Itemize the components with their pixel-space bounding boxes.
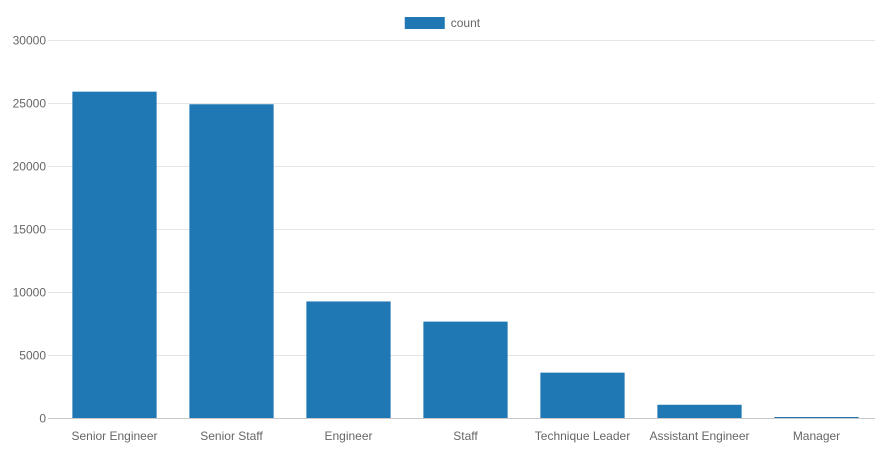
x-tick-label: Manager [793,429,840,443]
grid-layer [48,40,875,419]
x-axis-ticks: Senior Engineer Senior Staff Engineer Staff… [71,429,840,443]
y-tick-label: 25000 [13,97,47,111]
y-tick-label: 30000 [13,34,47,48]
x-tick-label: Senior Staff [200,429,263,443]
x-tick-label: Staff [453,429,478,443]
bar-manager[interactable] [774,417,859,418]
y-tick-label: 20000 [13,160,47,174]
bar-senior-staff[interactable] [189,104,274,418]
legend-swatch-count[interactable] [404,17,445,29]
bar-technique-leader[interactable] [540,372,625,418]
bar-staff[interactable] [423,321,508,418]
bar-senior-engineer[interactable] [72,91,157,418]
x-tick-label: Senior Engineer [71,429,157,443]
y-tick-label: 15000 [13,223,47,237]
y-tick-label: 5000 [19,349,46,363]
bar-engineer[interactable] [306,301,391,418]
x-tick-label: Technique Leader [535,429,630,443]
legend[interactable]: count [404,16,481,30]
x-tick-label: Engineer [324,429,372,443]
y-tick-label: 10000 [13,286,47,300]
bar-assistant-engineer[interactable] [657,404,742,418]
y-tick-label: 0 [39,412,46,426]
legend-label-count[interactable]: count [451,16,481,30]
y-axis-ticks: 0 5000 10000 15000 20000 25000 30000 [13,34,47,426]
bars-layer [72,91,859,418]
x-tick-label: Assistant Engineer [649,429,749,443]
